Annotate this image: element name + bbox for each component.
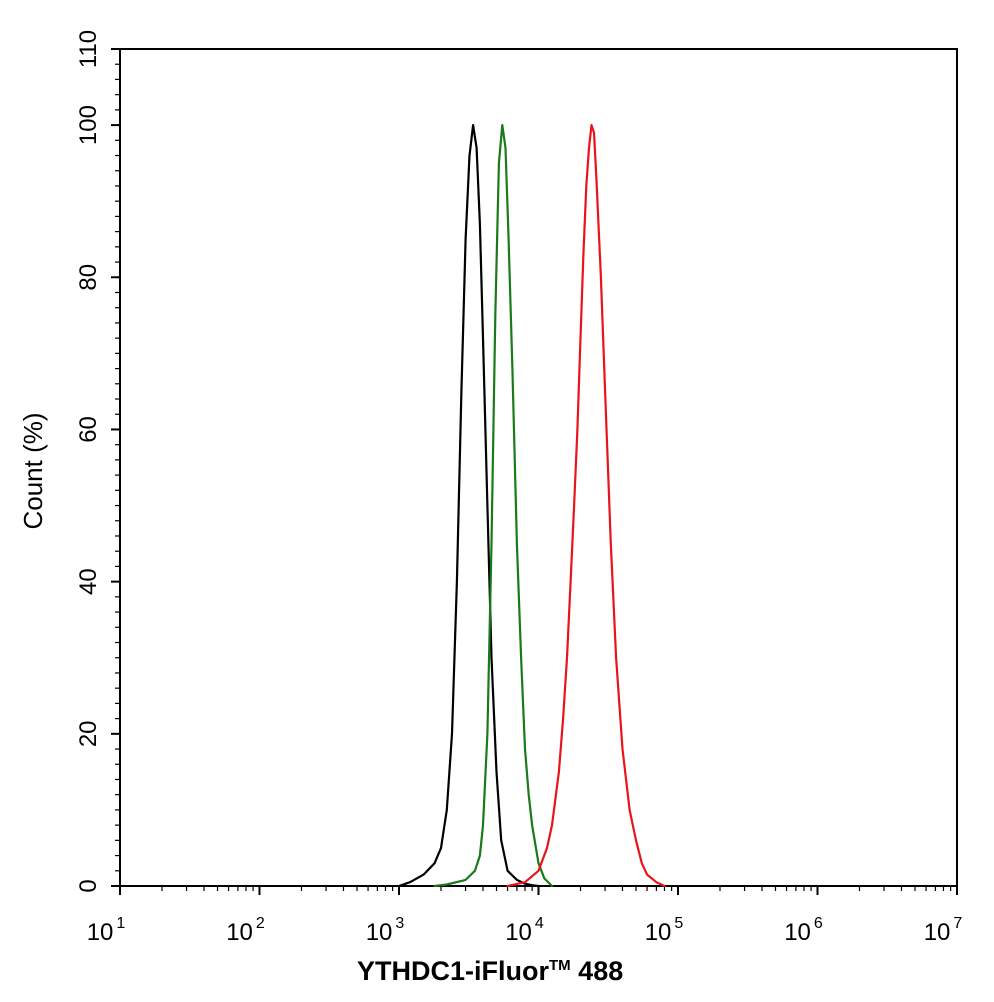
x-tick-label: 10 7 [924,915,963,946]
y-tick-label: 40 [75,568,102,595]
y-tick-label: 80 [75,264,102,291]
x-tick-label: 10 4 [505,915,544,946]
x-tick-label: 10 5 [645,915,684,946]
y-tick-label: 60 [75,416,102,443]
y-axis-title: Count (%) [18,412,48,529]
x-axis-title: YTHDC1-iFluorTM 488 [357,956,623,986]
x-tick-label: 10 2 [226,915,265,946]
series-layer [397,123,666,888]
x-axis-title-suffix: 488 [571,956,624,986]
x-axis-ticks: 10 1 10 2 10 3 10 4 10 5 10 6 10 7 [87,886,963,946]
x-axis-title-main: YTHDC1-iFluor [357,956,549,986]
y-tick-label: 20 [75,720,102,747]
x-tick-label: 10 1 [87,915,126,946]
x-tick-label: 10 3 [366,915,405,946]
x-axis-title-superscript: TM [549,957,571,974]
series-line-3 [506,123,666,888]
series-line-1 [397,123,540,888]
plot-frame [119,48,958,887]
x-tick-label: 10 6 [784,915,823,946]
y-tick-label: 110 [75,30,102,68]
y-tick-label: 100 [75,105,102,145]
series-line-2 [433,123,554,888]
y-tick-label: 0 [75,879,102,892]
y-axis-ticks: 0 20 40 60 80 100 110 [75,30,120,893]
